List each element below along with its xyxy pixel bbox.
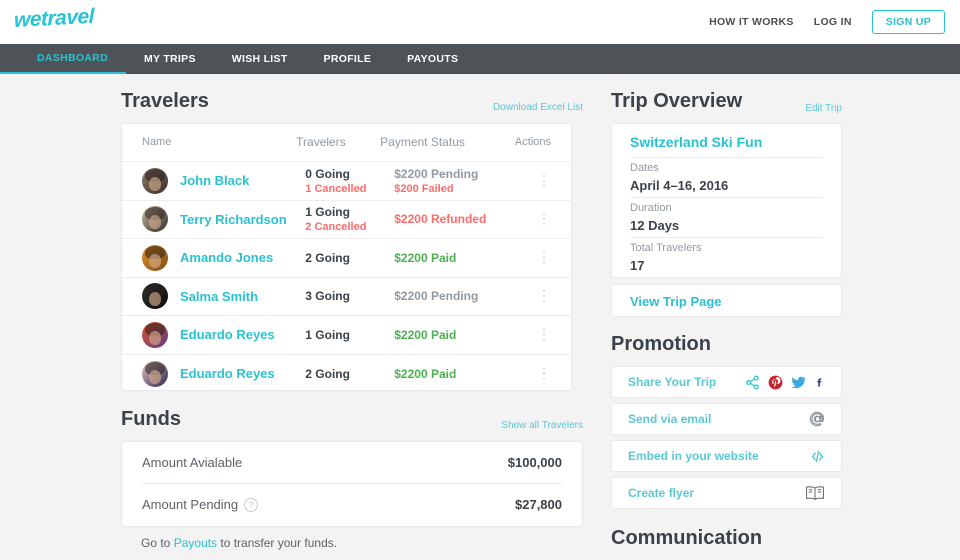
svg-text:wetravel: wetravel	[14, 4, 96, 31]
